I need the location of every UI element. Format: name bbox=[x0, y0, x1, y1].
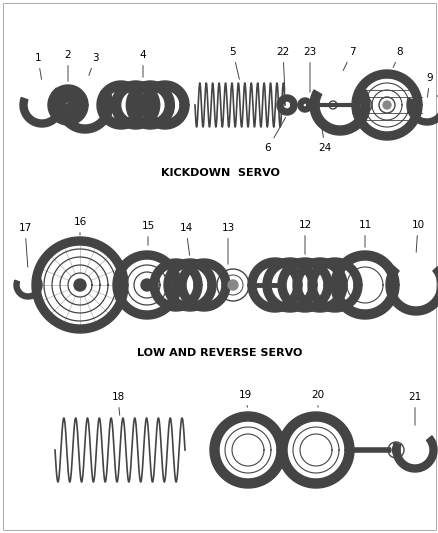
Circle shape bbox=[74, 279, 86, 291]
Text: 4: 4 bbox=[139, 50, 146, 77]
Polygon shape bbox=[177, 259, 230, 311]
Text: 9: 9 bbox=[426, 73, 432, 97]
Polygon shape bbox=[14, 276, 42, 299]
Text: 2: 2 bbox=[64, 50, 71, 81]
Polygon shape bbox=[111, 81, 159, 129]
Polygon shape bbox=[330, 251, 398, 319]
Polygon shape bbox=[292, 258, 346, 312]
Circle shape bbox=[382, 101, 390, 109]
Text: 7: 7 bbox=[343, 47, 354, 70]
Text: 10: 10 bbox=[410, 220, 424, 252]
Circle shape bbox=[141, 279, 153, 291]
Text: 23: 23 bbox=[303, 47, 316, 92]
Text: 12: 12 bbox=[298, 220, 311, 254]
Text: 6: 6 bbox=[264, 117, 285, 153]
Circle shape bbox=[361, 102, 367, 108]
Polygon shape bbox=[351, 70, 421, 140]
Polygon shape bbox=[57, 87, 113, 133]
Polygon shape bbox=[406, 92, 438, 125]
Polygon shape bbox=[48, 85, 88, 125]
Text: 5: 5 bbox=[229, 47, 239, 79]
Polygon shape bbox=[97, 81, 145, 129]
Circle shape bbox=[227, 280, 237, 290]
Polygon shape bbox=[262, 258, 316, 312]
Text: 16: 16 bbox=[73, 217, 86, 235]
Polygon shape bbox=[32, 237, 128, 333]
Text: KICKDOWN  SERVO: KICKDOWN SERVO bbox=[160, 168, 279, 178]
Polygon shape bbox=[141, 81, 189, 129]
Polygon shape bbox=[209, 412, 285, 488]
Polygon shape bbox=[247, 258, 301, 312]
Polygon shape bbox=[20, 88, 64, 127]
Text: 20: 20 bbox=[311, 390, 324, 407]
Text: 8: 8 bbox=[392, 47, 403, 68]
Text: 19: 19 bbox=[238, 390, 251, 407]
Text: 14: 14 bbox=[179, 223, 192, 255]
Polygon shape bbox=[307, 258, 361, 312]
Polygon shape bbox=[297, 98, 311, 112]
Polygon shape bbox=[150, 259, 201, 311]
Text: 13: 13 bbox=[221, 223, 234, 264]
Polygon shape bbox=[309, 90, 369, 135]
Text: 3: 3 bbox=[89, 53, 98, 75]
Polygon shape bbox=[276, 95, 297, 115]
Text: 21: 21 bbox=[407, 392, 420, 425]
Circle shape bbox=[391, 446, 399, 454]
Polygon shape bbox=[164, 259, 215, 311]
Text: 15: 15 bbox=[141, 221, 154, 245]
Text: LOW AND REVERSE SERVO: LOW AND REVERSE SERVO bbox=[137, 348, 302, 358]
Polygon shape bbox=[113, 251, 180, 319]
Polygon shape bbox=[277, 258, 331, 312]
Text: 24: 24 bbox=[318, 118, 331, 153]
Text: 18: 18 bbox=[111, 392, 124, 415]
Polygon shape bbox=[126, 81, 174, 129]
Text: 22: 22 bbox=[276, 47, 289, 90]
Text: 17: 17 bbox=[18, 223, 32, 267]
Polygon shape bbox=[385, 266, 438, 315]
Polygon shape bbox=[392, 436, 436, 472]
Text: 1: 1 bbox=[35, 53, 42, 79]
Text: 11: 11 bbox=[357, 220, 371, 247]
Polygon shape bbox=[277, 412, 353, 488]
